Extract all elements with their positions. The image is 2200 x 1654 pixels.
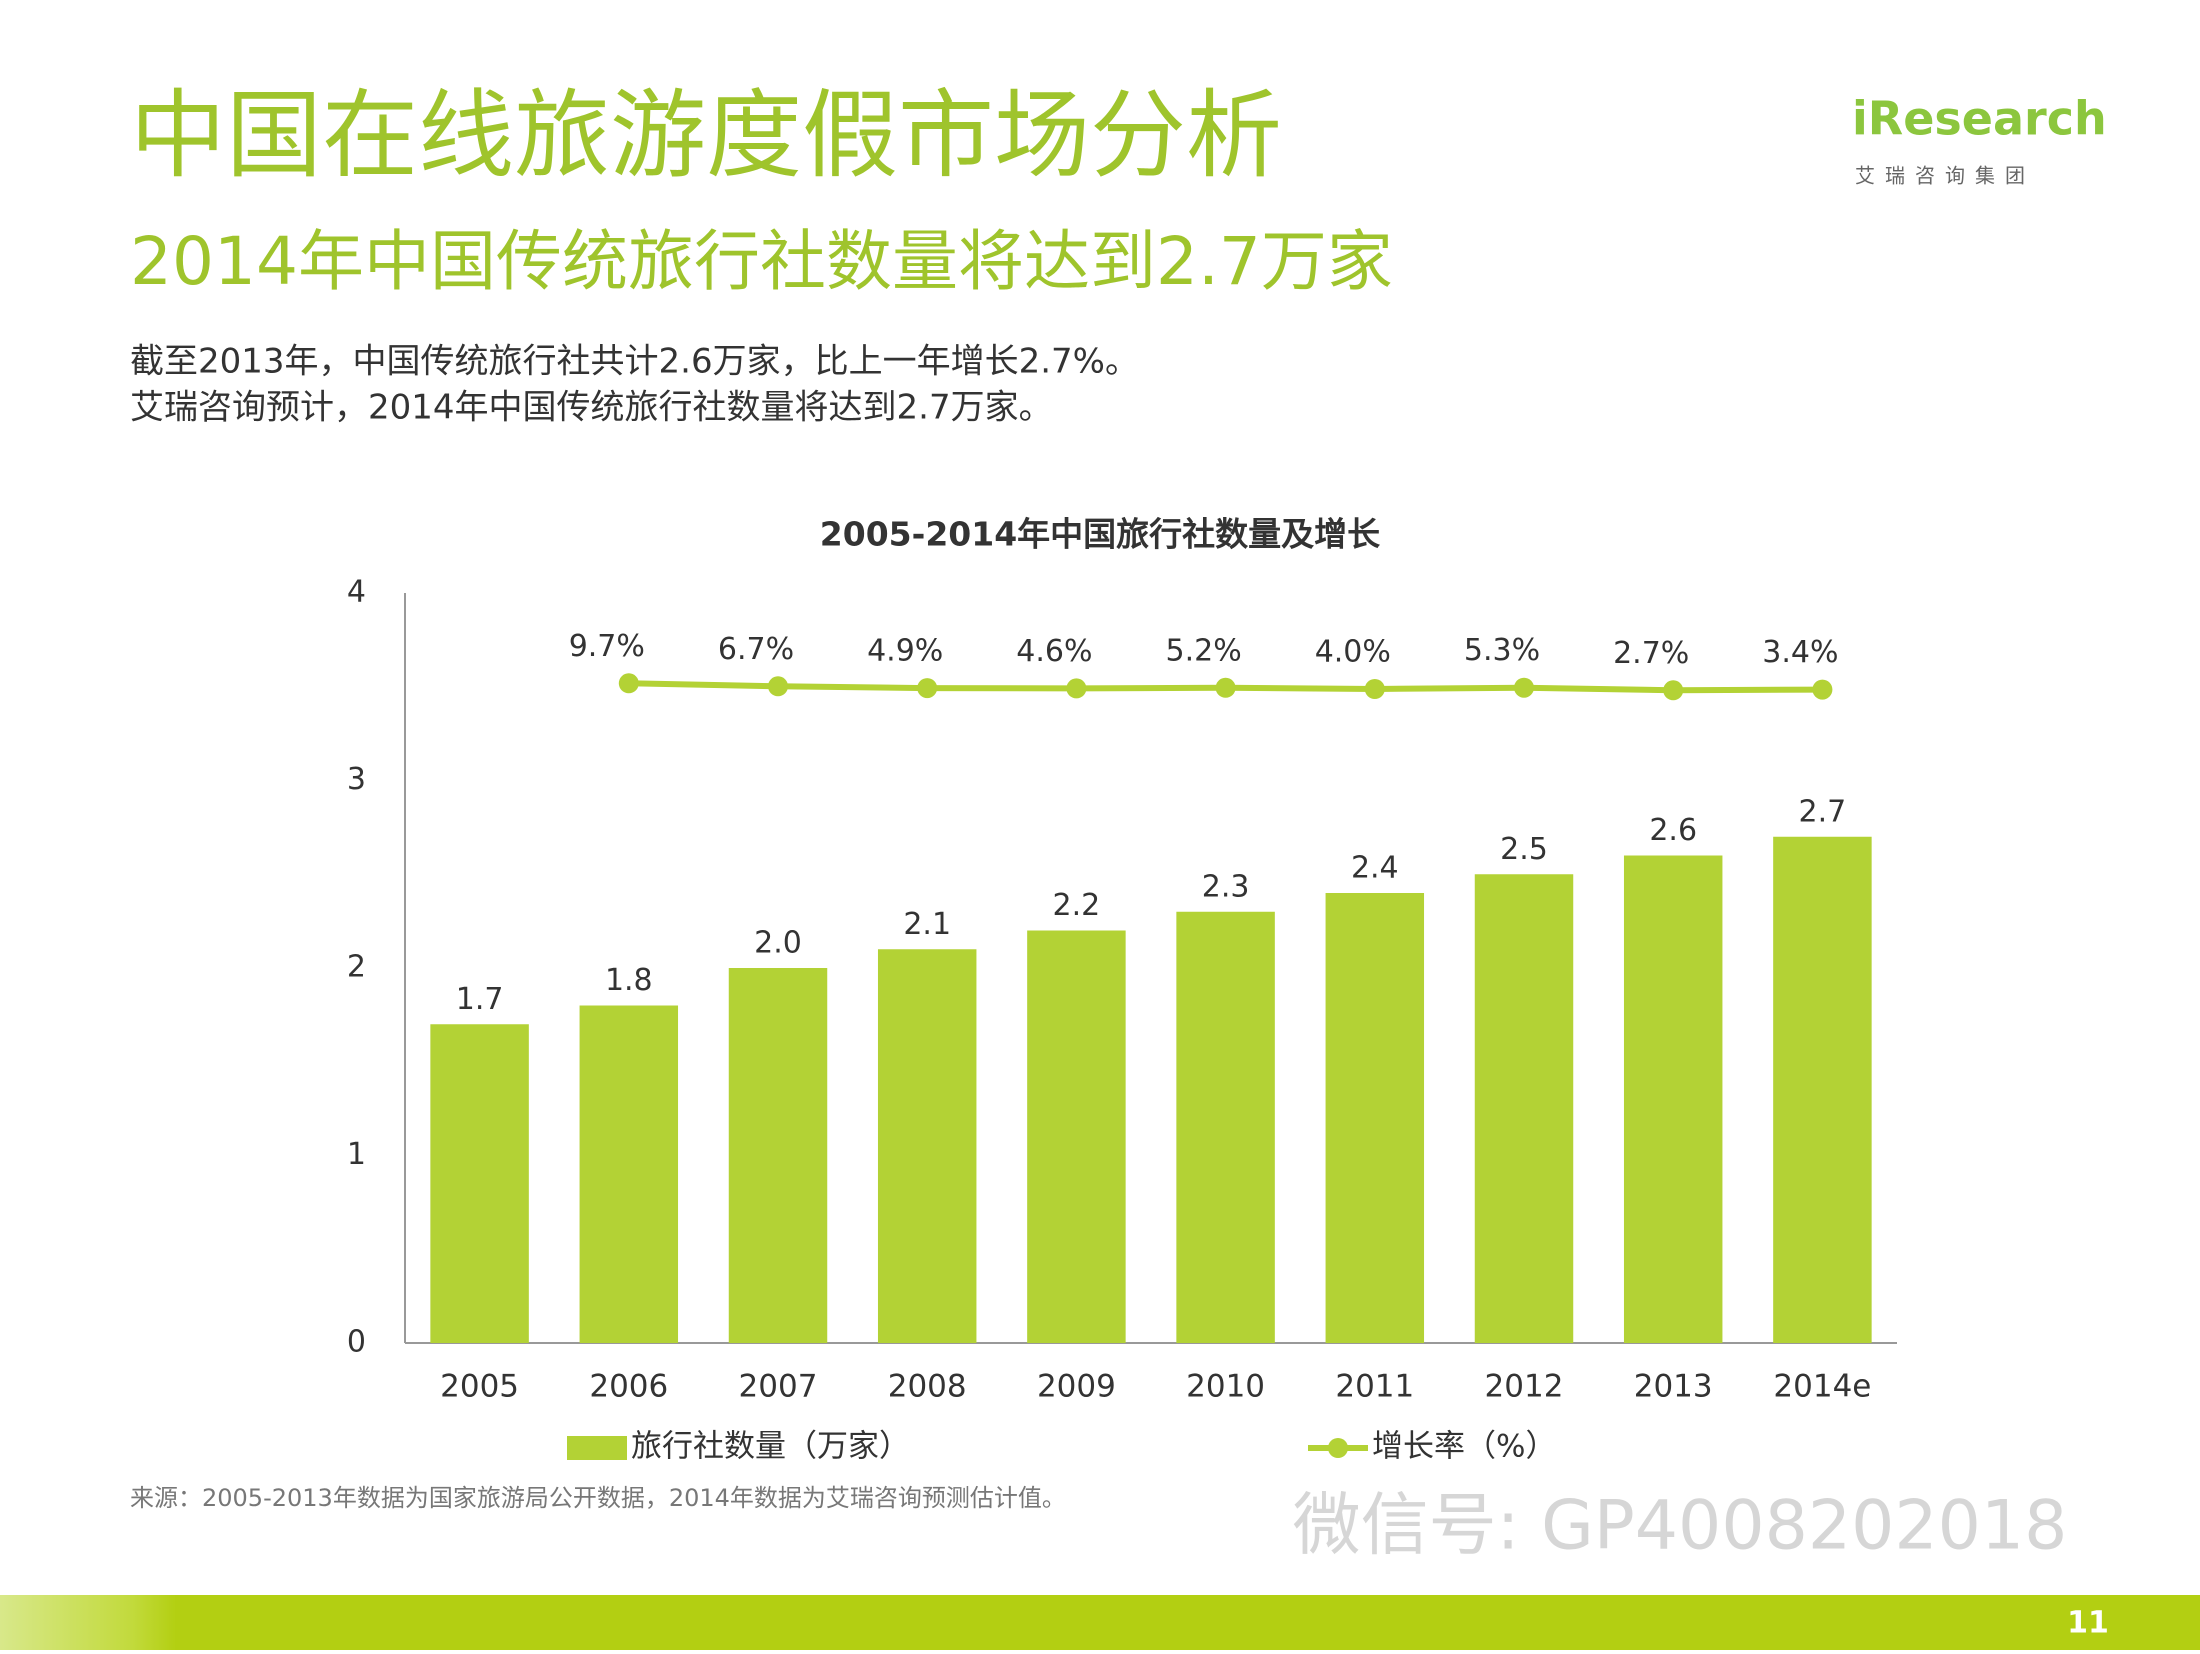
logo: iResearch bbox=[1852, 92, 2107, 146]
data-label: 2.4 bbox=[1351, 851, 1399, 886]
x-tick-label: 2008 bbox=[888, 1369, 967, 1405]
x-tick-label: 2006 bbox=[589, 1369, 668, 1405]
x-tick-label: 2007 bbox=[739, 1369, 818, 1405]
x-tick-label: 2012 bbox=[1485, 1369, 1564, 1405]
data-label: 2.7% bbox=[1613, 636, 1689, 671]
logo-sub: 艾瑞咨询集团 bbox=[1855, 164, 2035, 188]
data-label: 4.6% bbox=[1016, 634, 1092, 669]
data-label: 2.5 bbox=[1500, 832, 1548, 867]
data-label: 1.7 bbox=[456, 982, 504, 1017]
bar bbox=[1623, 855, 1723, 1343]
bar bbox=[877, 949, 977, 1343]
chart-title: 2005-2014年中国旅行社数量及增长 bbox=[820, 515, 1380, 554]
line-point bbox=[917, 678, 938, 699]
bar bbox=[728, 968, 828, 1343]
line-point bbox=[1663, 680, 1684, 701]
y-tick-label: 4 bbox=[347, 575, 366, 610]
legend-swatch bbox=[567, 1436, 627, 1460]
data-label: 2.3 bbox=[1202, 869, 1250, 904]
data-label: 2.7 bbox=[1799, 794, 1847, 829]
data-label: 3.4% bbox=[1762, 635, 1838, 670]
x-tick-label: 2014e bbox=[1773, 1369, 1871, 1405]
bar bbox=[1773, 836, 1872, 1343]
data-label: 9.7% bbox=[569, 629, 645, 664]
line-point bbox=[768, 676, 788, 697]
bar bbox=[1027, 930, 1126, 1343]
title: 中国在线旅游度假市场分析 bbox=[130, 79, 1282, 191]
line-point bbox=[1812, 679, 1833, 700]
data-label: 4.9% bbox=[867, 634, 943, 669]
footer-band bbox=[0, 1595, 2200, 1650]
y-tick-label: 3 bbox=[347, 762, 366, 797]
data-label: 2.6 bbox=[1649, 813, 1697, 848]
data-label: 2.0 bbox=[754, 926, 802, 961]
bar bbox=[1176, 911, 1275, 1343]
page-number: 11 bbox=[2067, 1606, 2109, 1641]
data-label: 2.1 bbox=[903, 907, 951, 942]
bar bbox=[430, 1024, 529, 1343]
y-tick-label: 2 bbox=[347, 950, 366, 985]
watermark: 微信号: GP4008202018 bbox=[1293, 1487, 2068, 1566]
legend-swatch bbox=[1328, 1438, 1348, 1458]
data-label: 4.0% bbox=[1315, 635, 1391, 670]
legend-label: 增长率（%） bbox=[1372, 1429, 1556, 1465]
x-tick-label: 2011 bbox=[1335, 1369, 1414, 1405]
bar bbox=[1474, 874, 1574, 1343]
line-point bbox=[1215, 677, 1236, 698]
data-label: 5.3% bbox=[1464, 633, 1540, 668]
line-point bbox=[618, 673, 639, 694]
x-tick-label: 2009 bbox=[1037, 1369, 1116, 1405]
y-tick-label: 1 bbox=[347, 1137, 366, 1172]
data-label: 5.2% bbox=[1165, 633, 1241, 668]
data-label: 2.2 bbox=[1053, 888, 1101, 923]
line-point bbox=[1364, 679, 1385, 699]
body-text: 截至2013年，中国传统旅行社共计2.6万家，比上一年增长2.7%。 bbox=[130, 342, 1139, 382]
x-tick-label: 2010 bbox=[1186, 1369, 1265, 1405]
x-tick-label: 2005 bbox=[440, 1369, 519, 1405]
x-tick-label: 2013 bbox=[1634, 1369, 1713, 1405]
legend-label: 旅行社数量（万家） bbox=[631, 1429, 910, 1465]
body-text: 艾瑞咨询预计，2014年中国传统旅行社数量将达到2.7万家。 bbox=[130, 388, 1053, 428]
bar bbox=[579, 1005, 679, 1343]
source: 来源：2005-2013年数据为国家旅游局公开数据，2014年数据为艾瑞咨询预测… bbox=[130, 1484, 1066, 1512]
line-point bbox=[1066, 678, 1087, 699]
subtitle: 2014年中国传统旅行社数量将达到2.7万家 bbox=[130, 223, 1393, 300]
data-label: 6.7% bbox=[718, 632, 794, 667]
y-tick-label: 0 bbox=[347, 1325, 366, 1360]
line-point bbox=[1514, 677, 1534, 698]
data-label: 1.8 bbox=[605, 963, 653, 998]
bar bbox=[1325, 893, 1425, 1343]
